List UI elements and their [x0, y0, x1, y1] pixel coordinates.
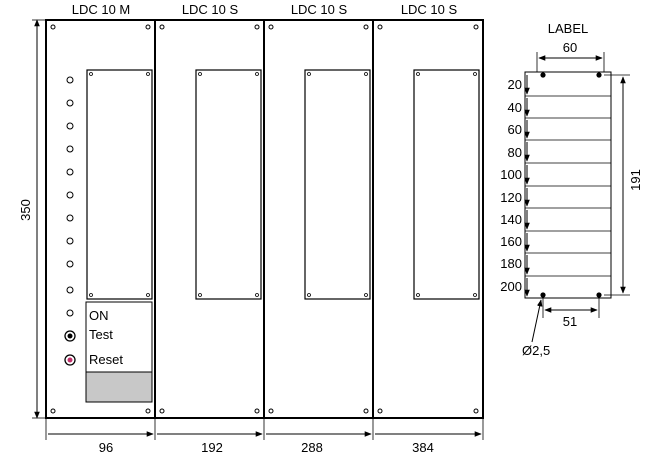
module-s1-outline [155, 20, 264, 418]
width-label-4: 384 [412, 440, 434, 455]
label-height-dimension [604, 75, 630, 295]
window-screws [90, 73, 477, 297]
row-label: 180 [500, 256, 522, 271]
module-label-1: LDC 10 M [72, 2, 131, 17]
module-label-2: LDC 10 S [182, 2, 239, 17]
height-label: 350 [18, 199, 33, 221]
row-label: 20 [508, 77, 522, 92]
reset-label: Reset [89, 352, 123, 367]
row-label: 100 [500, 167, 522, 182]
hole-diameter-leader [532, 300, 541, 342]
row-label: 120 [500, 190, 522, 205]
row-label: 60 [508, 122, 522, 137]
row-label: 140 [500, 212, 522, 227]
width-label-2: 192 [201, 440, 223, 455]
label-detail-title: LABEL [548, 21, 588, 36]
shaded-panel [86, 372, 152, 402]
row-label: 200 [500, 279, 522, 294]
module-label-3: LDC 10 S [291, 2, 348, 17]
row-label: 40 [508, 100, 522, 115]
label-width-label: 60 [563, 40, 577, 55]
hole-spacing-label: 51 [563, 314, 577, 329]
label-holes [540, 72, 601, 297]
module-label-4: LDC 10 S [401, 2, 458, 17]
on-label: ON [89, 308, 109, 323]
width-label-1: 96 [99, 440, 113, 455]
label-row-lines [525, 96, 611, 276]
width-dimension-ticks [46, 418, 483, 440]
test-button[interactable] [65, 331, 75, 341]
row-label: 160 [500, 234, 522, 249]
led-indicators [67, 77, 73, 316]
module-s2-outline [264, 20, 373, 418]
test-label: Test [89, 327, 113, 342]
hole-diameter-label: Ø2,5 [522, 343, 550, 358]
label-windows [87, 70, 479, 299]
height-dimension [32, 20, 46, 418]
module-s3-outline [373, 20, 483, 418]
label-height-label: 191 [628, 169, 643, 191]
label-outline [525, 72, 611, 298]
row-label: 80 [508, 145, 522, 160]
reset-button[interactable] [65, 355, 75, 365]
label-row-labels: 20 40 60 80 100 120 140 160 180 200 [500, 77, 522, 294]
width-label-3: 288 [301, 440, 323, 455]
label-width-dimension [537, 52, 604, 72]
